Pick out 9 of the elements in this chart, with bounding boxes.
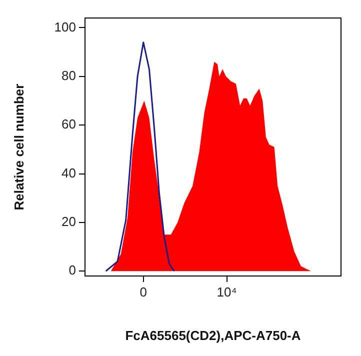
y-tick-label: 20	[62, 214, 76, 230]
y-tick-label: 60	[62, 116, 76, 132]
y-tick-label: 0	[68, 262, 76, 278]
x-tick-label: 10⁴	[216, 284, 237, 300]
y-tick-label: 40	[62, 165, 76, 180]
y-axis-title: Relative cell number	[11, 84, 26, 210]
y-tick-label: 80	[62, 68, 76, 83]
x-axis-title: FcA65565(CD2),APC-A750-A	[125, 328, 302, 343]
y-tick-label: 100	[54, 19, 76, 34]
